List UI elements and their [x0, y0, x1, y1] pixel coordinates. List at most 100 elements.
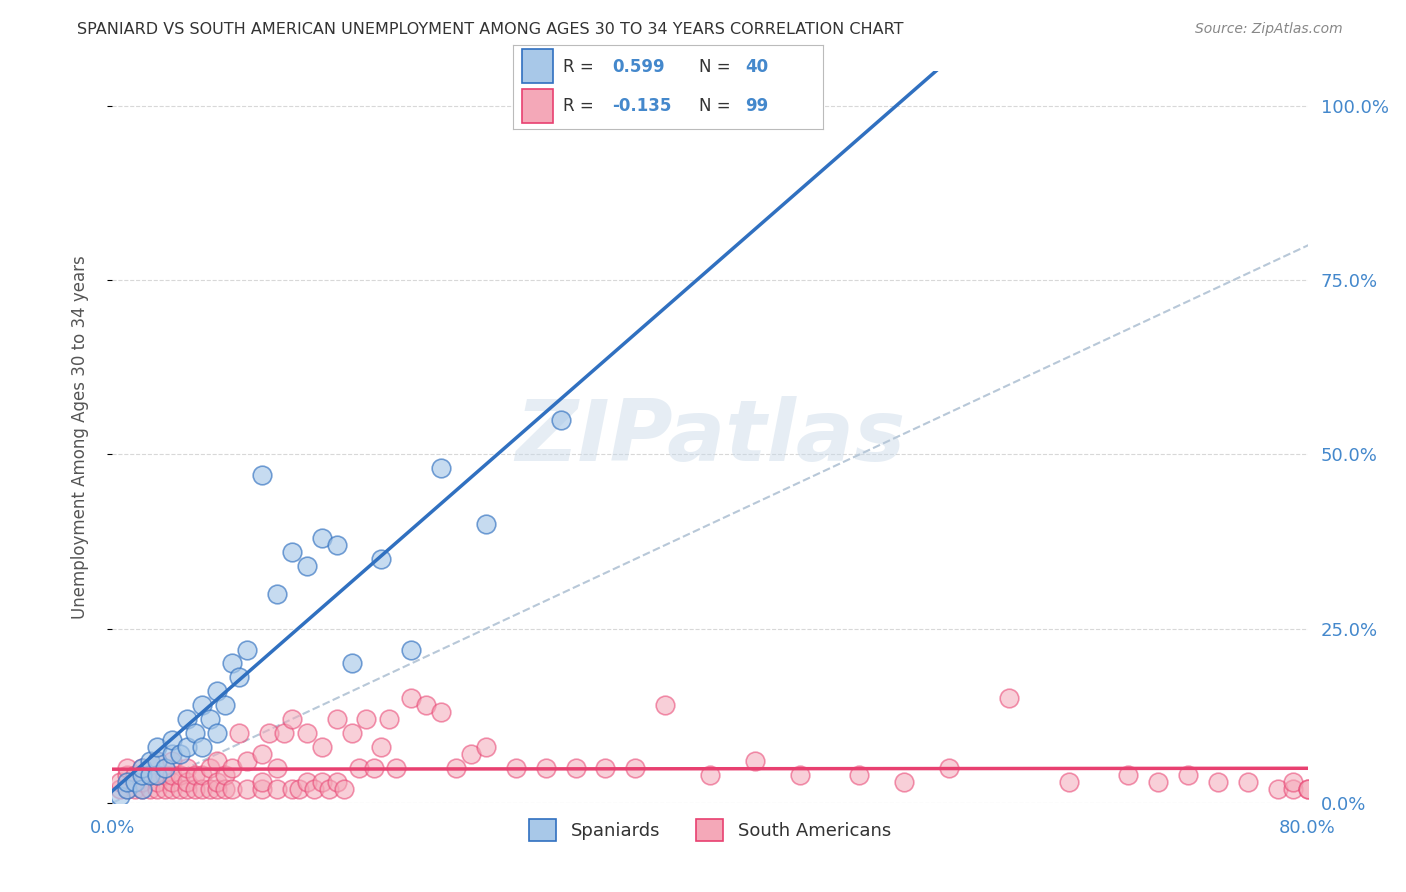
Point	[1057, 775, 1080, 789]
Point	[1281, 775, 1303, 789]
Text: N =: N =	[699, 58, 730, 76]
Point	[385, 761, 408, 775]
Text: SPANIARD VS SOUTH AMERICAN UNEMPLOYMENT AMONG AGES 30 TO 34 YEARS CORRELATION CH: SPANIARD VS SOUTH AMERICAN UNEMPLOYMENT …	[77, 22, 904, 37]
Point	[444, 761, 467, 775]
Point	[146, 768, 169, 782]
Point	[198, 781, 221, 796]
Point	[699, 768, 721, 782]
Point	[789, 768, 811, 782]
Point	[162, 754, 183, 768]
Text: R =: R =	[562, 58, 593, 76]
Point	[1177, 768, 1199, 782]
Point	[415, 698, 437, 713]
Point	[624, 761, 647, 775]
Point	[117, 781, 139, 796]
Point	[1118, 768, 1140, 782]
Point	[205, 775, 228, 789]
Point	[146, 740, 169, 755]
Legend: Spaniards, South Americans: Spaniards, South Americans	[522, 812, 898, 848]
Point	[146, 768, 169, 782]
Text: N =: N =	[699, 97, 730, 115]
Point	[131, 781, 153, 796]
Point	[534, 761, 557, 775]
Point	[311, 740, 333, 755]
Point	[281, 712, 304, 726]
Point	[250, 781, 273, 796]
Point	[176, 761, 198, 775]
Text: 40: 40	[745, 58, 768, 76]
Point	[475, 517, 498, 532]
Point	[1147, 775, 1170, 789]
Point	[139, 754, 162, 768]
Point	[295, 775, 318, 789]
Point	[228, 726, 250, 740]
Point	[325, 775, 347, 789]
Point	[205, 754, 228, 768]
Point	[131, 775, 153, 789]
Point	[356, 712, 378, 726]
Point	[176, 781, 198, 796]
Point	[169, 768, 191, 782]
Point	[214, 781, 236, 796]
Point	[378, 712, 401, 726]
Point	[250, 775, 273, 789]
Point	[318, 781, 340, 796]
Point	[146, 781, 169, 796]
Point	[347, 761, 370, 775]
Point	[370, 740, 392, 755]
Point	[221, 761, 243, 775]
Point	[169, 747, 191, 761]
Point	[430, 705, 453, 719]
Point	[139, 768, 162, 782]
Point	[550, 412, 572, 426]
Point	[205, 781, 228, 796]
Point	[139, 781, 162, 796]
Point	[266, 781, 288, 796]
Point	[228, 670, 250, 684]
Point	[311, 775, 333, 789]
Point	[139, 768, 162, 782]
Point	[281, 545, 304, 559]
Point	[236, 642, 259, 657]
Point	[250, 468, 273, 483]
Point	[288, 781, 311, 796]
Point	[153, 761, 176, 775]
Point	[131, 781, 153, 796]
Text: R =: R =	[562, 97, 593, 115]
Point	[595, 761, 617, 775]
Text: ZIPatlas: ZIPatlas	[515, 395, 905, 479]
Point	[191, 768, 214, 782]
Point	[1296, 781, 1319, 796]
Point	[1206, 775, 1229, 789]
Point	[183, 768, 205, 782]
Point	[654, 698, 676, 713]
Point	[205, 726, 228, 740]
Point	[295, 558, 318, 573]
Point	[108, 775, 131, 789]
Point	[124, 768, 146, 782]
Point	[214, 768, 236, 782]
Point	[460, 747, 482, 761]
Point	[259, 726, 281, 740]
Point	[325, 538, 347, 552]
Point	[273, 726, 295, 740]
Text: 0.599: 0.599	[612, 58, 665, 76]
Point	[117, 768, 139, 782]
Point	[146, 754, 169, 768]
Point	[295, 726, 318, 740]
Point	[169, 781, 191, 796]
Point	[221, 781, 243, 796]
Point	[214, 698, 236, 713]
FancyBboxPatch shape	[523, 49, 554, 83]
Point	[124, 781, 146, 796]
Point	[124, 775, 146, 789]
Point	[117, 775, 139, 789]
Point	[153, 768, 176, 782]
Point	[475, 740, 498, 755]
Point	[250, 747, 273, 761]
Point	[325, 712, 347, 726]
Point	[221, 657, 243, 671]
Point	[131, 761, 153, 775]
Point	[153, 781, 176, 796]
Point	[131, 768, 153, 782]
